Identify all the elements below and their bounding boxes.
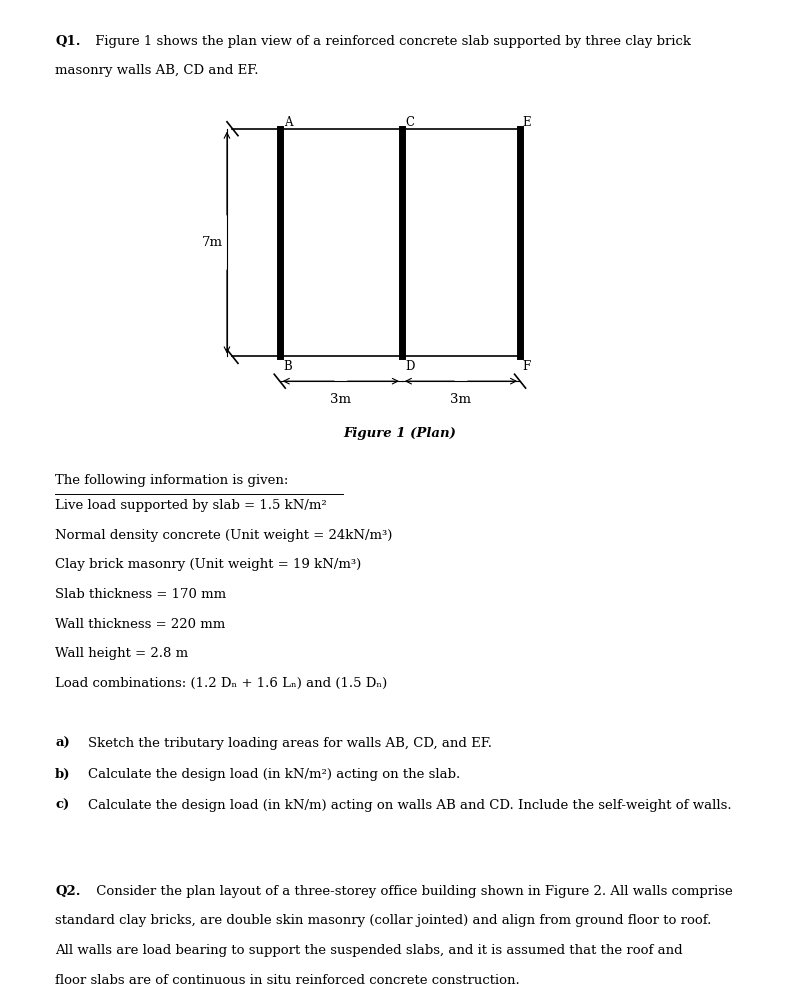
Text: 3m: 3m bbox=[451, 393, 471, 406]
Text: Slab thickness = 170 mm: Slab thickness = 170 mm bbox=[55, 588, 226, 601]
Text: Q2.: Q2. bbox=[55, 885, 80, 898]
Text: a): a) bbox=[55, 737, 70, 749]
Text: Q1.: Q1. bbox=[55, 35, 80, 48]
Text: D: D bbox=[406, 359, 415, 373]
Text: 3m: 3m bbox=[330, 393, 351, 406]
Text: A: A bbox=[284, 116, 292, 130]
Text: Wall height = 2.8 m: Wall height = 2.8 m bbox=[55, 647, 188, 660]
Text: Consider the plan layout of a three-storey office building shown in Figure 2. Al: Consider the plan layout of a three-stor… bbox=[92, 885, 733, 898]
Text: Calculate the design load (in kN/m²) acting on the slab.: Calculate the design load (in kN/m²) act… bbox=[88, 768, 460, 781]
Text: Load combinations: (1.2 Dₙ + 1.6 Lₙ) and (1.5 Dₙ): Load combinations: (1.2 Dₙ + 1.6 Lₙ) and… bbox=[55, 677, 388, 690]
Text: Figure 1 (Plan): Figure 1 (Plan) bbox=[344, 427, 456, 440]
Text: 7m: 7m bbox=[203, 236, 223, 249]
Text: B: B bbox=[284, 359, 292, 373]
Text: Clay brick masonry (Unit weight = 19 kN/m³): Clay brick masonry (Unit weight = 19 kN/… bbox=[55, 558, 362, 571]
Text: C: C bbox=[406, 116, 414, 130]
Text: Normal density concrete (Unit weight = 24kN/m³): Normal density concrete (Unit weight = 2… bbox=[55, 529, 392, 542]
Text: Wall thickness = 220 mm: Wall thickness = 220 mm bbox=[55, 618, 225, 631]
Text: c): c) bbox=[55, 799, 69, 812]
Text: floor slabs are of continuous in situ reinforced concrete construction.: floor slabs are of continuous in situ re… bbox=[55, 974, 520, 987]
Text: masonry walls AB, CD and EF.: masonry walls AB, CD and EF. bbox=[55, 64, 258, 77]
Text: E: E bbox=[522, 116, 531, 130]
Text: All walls are load bearing to support the suspended slabs, and it is assumed tha: All walls are load bearing to support th… bbox=[55, 944, 682, 957]
Text: Live load supported by slab = 1.5 kN/m²: Live load supported by slab = 1.5 kN/m² bbox=[55, 499, 327, 512]
Text: standard clay bricks, are double skin masonry (collar jointed) and align from gr: standard clay bricks, are double skin ma… bbox=[55, 915, 712, 928]
Text: F: F bbox=[522, 359, 530, 373]
Text: Sketch the tributary loading areas for walls AB, CD, and EF.: Sketch the tributary loading areas for w… bbox=[88, 737, 492, 749]
Text: Figure 1 shows the plan view of a reinforced concrete slab supported by three cl: Figure 1 shows the plan view of a reinfo… bbox=[91, 35, 691, 48]
Text: The following information is given:: The following information is given: bbox=[55, 474, 288, 487]
Text: b): b) bbox=[55, 768, 71, 781]
Text: Calculate the design load (in kN/m) acting on walls AB and CD. Include the self-: Calculate the design load (in kN/m) acti… bbox=[88, 799, 732, 812]
